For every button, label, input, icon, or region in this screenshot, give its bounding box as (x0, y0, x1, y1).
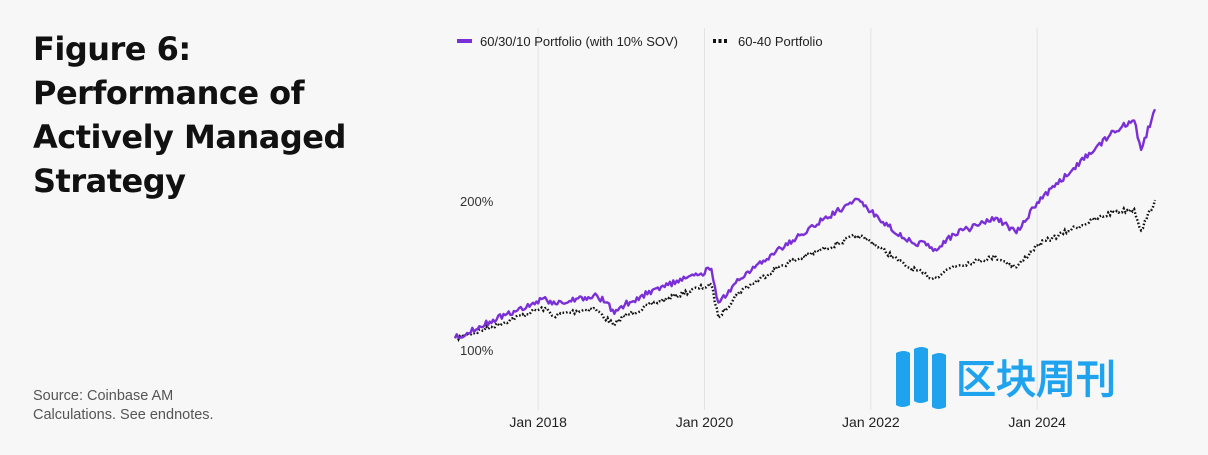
y-tick-label: 100% (460, 343, 494, 358)
series-line-60-30-10 (453, 108, 1157, 339)
watermark-text: 区块周刊 (956, 357, 1116, 403)
series-line-60-40 (453, 199, 1157, 343)
watermark-mark-icon (896, 347, 946, 409)
source-line: Calculations. See endnotes. (33, 407, 214, 423)
title-line: Strategy (33, 162, 186, 200)
figure-title: Figure 6: Performance of Actively Manage… (33, 27, 363, 203)
source-note: Source: Coinbase AM Calculations. See en… (33, 387, 293, 425)
x-tick-label: Jan 2024 (1008, 414, 1066, 430)
legend-label: 60/30/10 Portfolio (with 10% SOV) (480, 34, 678, 49)
title-line: Figure 6: (33, 30, 191, 68)
title-line: Actively Managed (33, 118, 346, 156)
x-tick-label: Jan 2022 (842, 414, 900, 430)
watermark-logo: 区块周刊 (896, 347, 1116, 409)
source-line: Source: Coinbase AM (33, 388, 174, 404)
y-tick-label: 200% (460, 194, 494, 209)
title-line: Performance of (33, 74, 305, 112)
legend-label: 60-40 Portfolio (738, 34, 823, 49)
x-tick-label: Jan 2018 (509, 414, 567, 430)
x-tick-label: Jan 2020 (676, 414, 734, 430)
